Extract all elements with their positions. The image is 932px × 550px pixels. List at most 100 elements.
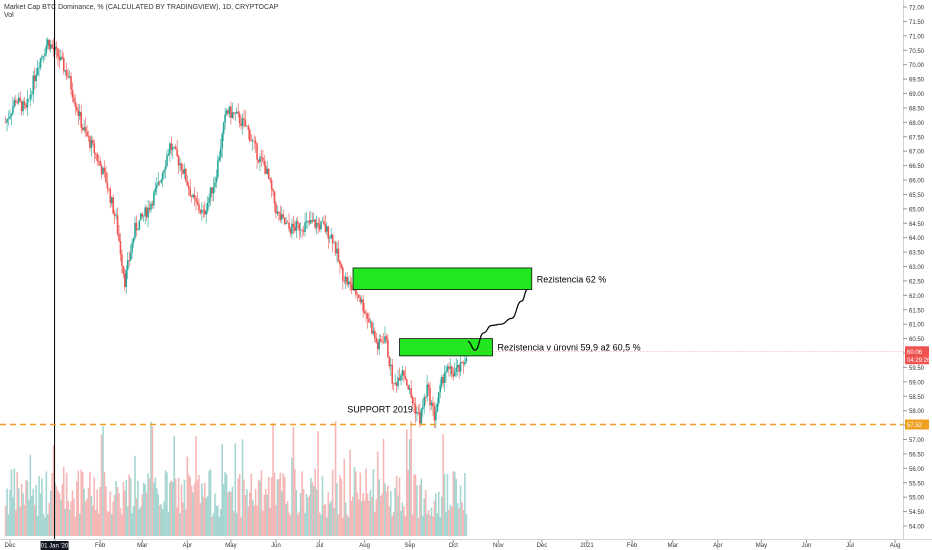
volume-bar xyxy=(286,501,289,536)
volume-bar xyxy=(205,497,208,536)
volume-bar xyxy=(376,451,379,536)
volume-bar xyxy=(74,516,77,536)
candle-body xyxy=(413,403,415,405)
volume-bar xyxy=(71,490,74,536)
candle-body xyxy=(13,100,16,107)
candle-body xyxy=(36,68,39,75)
candle-body xyxy=(176,149,178,156)
volume-bar xyxy=(115,481,117,536)
candle-body xyxy=(378,339,380,350)
volume-bar xyxy=(331,469,334,536)
volume-bar xyxy=(326,517,328,536)
candle-body xyxy=(376,342,379,350)
volume-bar xyxy=(36,516,39,536)
volume-bar xyxy=(445,511,447,536)
candle-body xyxy=(262,157,264,161)
volume-bar xyxy=(58,492,61,536)
candle-body xyxy=(182,169,184,174)
volume-bar xyxy=(461,502,463,536)
candle-body xyxy=(171,147,174,150)
time-tick-label: Nov xyxy=(493,543,504,549)
time-axis[interactable]: DecJanFebMarAprMayJunJulAugSepOctNovDec2… xyxy=(0,539,932,550)
volume-bar xyxy=(73,498,75,536)
candle-body xyxy=(135,222,138,231)
volume-bar xyxy=(29,454,32,536)
volume-bar xyxy=(398,477,401,536)
price-tick-label: 59.00 xyxy=(909,380,925,386)
candle-body xyxy=(264,165,267,174)
volume-bar xyxy=(328,503,331,536)
candle-body xyxy=(464,361,466,365)
chart-title: Market Cap BTC Dominance, % (CALCULATED … xyxy=(4,4,279,11)
candle-body xyxy=(256,143,258,160)
volume-bar xyxy=(446,473,449,536)
volume-bar xyxy=(199,503,202,536)
candle-body xyxy=(42,55,45,57)
candle-body xyxy=(90,139,93,148)
candle-body xyxy=(180,163,183,170)
candle-body xyxy=(150,203,152,210)
volume-bar xyxy=(289,514,292,536)
candle-body xyxy=(375,338,378,343)
volume-bar xyxy=(310,477,312,536)
candle-body xyxy=(119,241,122,255)
candle-body xyxy=(420,409,423,424)
volume-bar xyxy=(121,514,123,536)
candle-body xyxy=(151,203,154,206)
volume-bar xyxy=(224,472,226,536)
candle-body xyxy=(246,126,248,127)
volume-bar xyxy=(128,474,130,536)
candle-body xyxy=(387,339,389,357)
price-tick-label: 67.00 xyxy=(909,150,925,156)
candle-body xyxy=(408,388,411,390)
candle-body xyxy=(214,182,216,188)
time-tick-label: Feb xyxy=(95,543,106,549)
candle-body xyxy=(201,209,203,214)
candle-body xyxy=(31,94,33,95)
candle-body xyxy=(365,313,367,315)
candle-body xyxy=(310,220,312,224)
support-price-tag xyxy=(905,419,929,430)
candle-body xyxy=(279,213,282,220)
candle-body xyxy=(250,140,253,142)
volume-bar xyxy=(267,476,270,536)
volume-bar xyxy=(25,479,27,536)
volume-bar xyxy=(78,513,81,536)
candle-body xyxy=(193,194,196,199)
volume-bar xyxy=(302,489,305,536)
candle-body xyxy=(221,133,223,149)
volume-bar xyxy=(134,455,136,536)
price-axis[interactable]: 72.00 71.50 71.00 70.50 70.00 69.50 69.00 68.50… xyxy=(903,0,931,540)
candle-body xyxy=(360,299,363,303)
price-tick-label: 58.50 xyxy=(909,395,925,401)
volume-bar xyxy=(374,511,376,536)
candle-body xyxy=(243,118,245,121)
volume-bar xyxy=(296,514,299,536)
volume-bar xyxy=(212,513,215,536)
price-tick-label: 54.50 xyxy=(909,510,925,516)
price-tick-label: 57.00 xyxy=(909,438,925,444)
volume-bar xyxy=(241,439,244,536)
volume-bar xyxy=(68,509,71,536)
candle-body xyxy=(129,252,132,261)
candle-body xyxy=(142,215,145,217)
volume-bar xyxy=(240,517,242,536)
candle-body xyxy=(225,110,228,115)
volume-bar xyxy=(256,505,258,536)
volume-bar xyxy=(238,473,241,536)
candle-body xyxy=(81,127,84,131)
volume-bar xyxy=(251,499,254,536)
volume-bar xyxy=(150,421,152,536)
candle-body xyxy=(398,377,401,381)
candle-body xyxy=(343,280,346,282)
volume-bar xyxy=(61,484,64,536)
volume-bar xyxy=(83,488,85,536)
volume-bar xyxy=(183,479,186,536)
volume-bar xyxy=(140,506,142,536)
volume-bar xyxy=(427,510,430,536)
candle-body xyxy=(430,402,433,406)
candle-body xyxy=(219,148,222,158)
volume-bar xyxy=(432,516,434,536)
candle-body xyxy=(154,188,157,193)
